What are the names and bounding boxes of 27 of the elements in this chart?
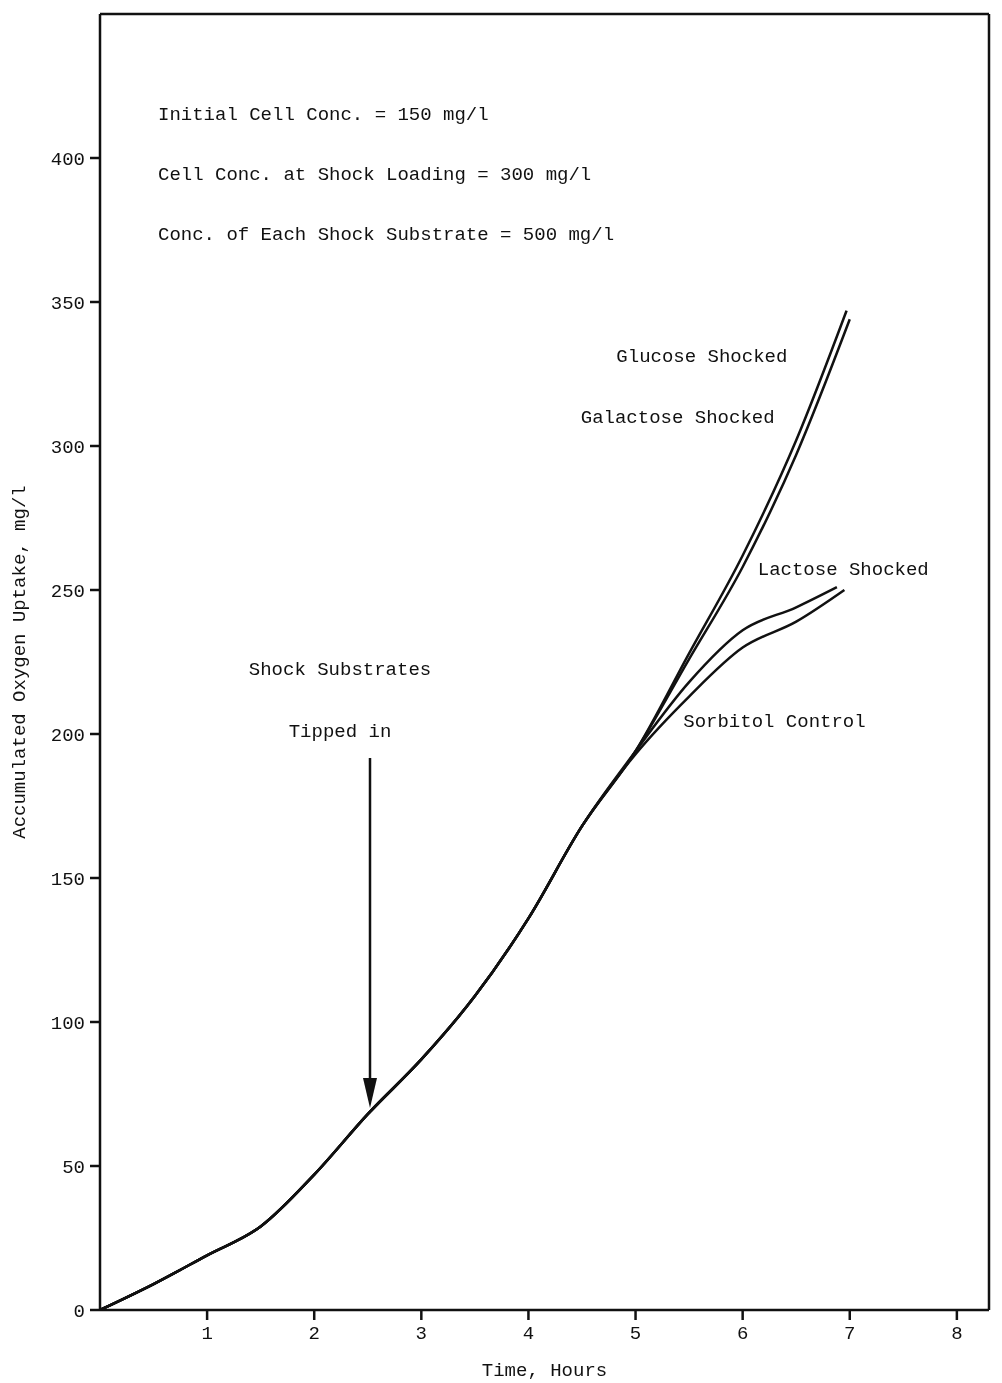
x-tick-label: 2 <box>308 1323 320 1346</box>
y-tick-label: 50 <box>62 1156 85 1179</box>
x-tick-label: 3 <box>415 1323 428 1346</box>
text: Shock Substrates Tipped in <box>248 659 432 743</box>
y-tick-label: 250 <box>50 580 85 603</box>
y-tick-label: 400 <box>50 148 85 171</box>
y-axis-title: Accumulated Oxygen Uptake, mg/l <box>8 485 31 839</box>
x-tick-label: 8 <box>951 1323 963 1346</box>
series-label: Galactose Shocked <box>580 406 775 429</box>
series-label: Lactose Shocked <box>757 558 929 581</box>
x-tick-label: 4 <box>522 1323 535 1346</box>
series-label: Sorbitol Control <box>683 711 866 734</box>
y-tick-label: 0 <box>73 1300 85 1323</box>
y-tick-label: 100 <box>50 1012 85 1035</box>
x-tick-label: 7 <box>844 1323 856 1346</box>
x-tick-label: 6 <box>736 1323 749 1346</box>
y-tick-label: 300 <box>50 436 85 459</box>
annotation: Cell Conc. at Shock Loading = 300 mg/l <box>158 164 592 186</box>
x-tick-label: 5 <box>629 1323 642 1346</box>
y-tick-label: 350 <box>50 292 85 315</box>
annotation: Conc. of Each Shock Substrate = 500 mg/l <box>158 224 615 246</box>
x-axis-title: Time, Hours <box>481 1360 608 1382</box>
y-tick-label: 200 <box>50 724 85 747</box>
annotation: Initial Cell Conc. = 150 mg/l <box>158 104 489 126</box>
series-label: Glucose Shocked <box>616 345 788 368</box>
x-tick-label: 1 <box>201 1323 213 1346</box>
y-tick-label: 150 <box>50 868 85 891</box>
